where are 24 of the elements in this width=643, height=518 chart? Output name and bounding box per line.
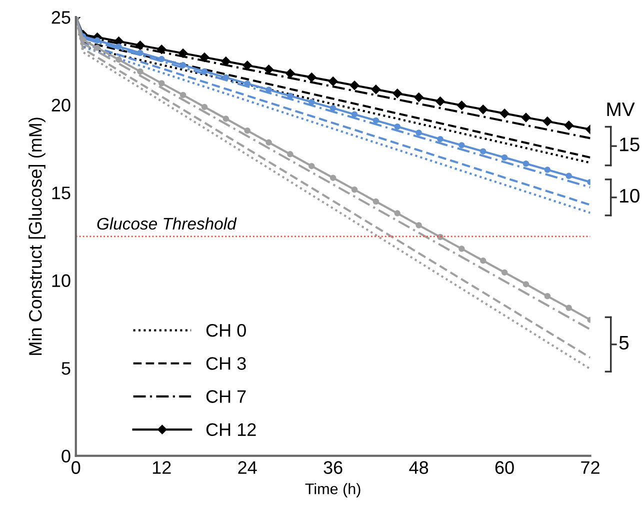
text: MV <box>607 102 635 116</box>
x-tick-label: 72 <box>581 461 600 474</box>
legend-label: CH 3 <box>206 357 246 370</box>
legend-label: CH 0 <box>206 324 246 337</box>
x-tick-label: 0 <box>72 461 80 474</box>
text: 10 <box>620 188 640 203</box>
y-tick-label: 20 <box>52 98 70 112</box>
x-tick-label: 60 <box>495 461 514 474</box>
y-tick-label: 10 <box>52 274 70 288</box>
legend-label: CH 12 <box>206 423 256 436</box>
x-tick-label: 48 <box>409 461 428 474</box>
y-tick-label: 0 <box>62 450 70 463</box>
ref-line-label: Glucose Threshold <box>97 217 237 230</box>
y-tick-label: 25 <box>52 11 70 24</box>
x-axis-title: Time (h) <box>305 483 360 498</box>
y-axis-title: Min Construct [Glucose] (mM) <box>28 118 46 355</box>
y-tick-label: 15 <box>52 186 70 200</box>
x-tick-label: 24 <box>238 461 257 474</box>
y-tick-label: 5 <box>62 362 70 375</box>
legend-label: CH 7 <box>206 390 246 403</box>
x-tick-label: 12 <box>152 461 171 474</box>
x-tick-label: 36 <box>324 461 342 474</box>
text: 15 <box>620 138 640 152</box>
text: 5 <box>619 336 629 350</box>
